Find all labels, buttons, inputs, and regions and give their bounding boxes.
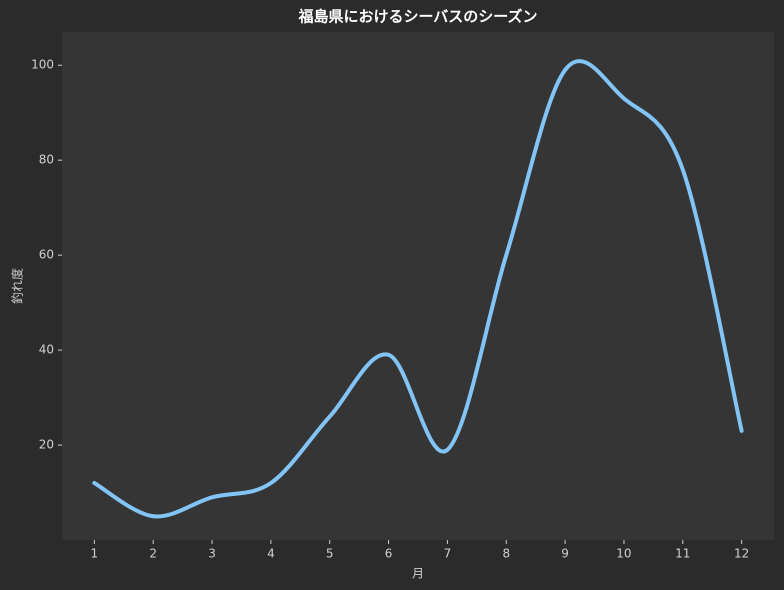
x-axis-label: 月	[412, 567, 424, 581]
plot-area	[62, 32, 774, 540]
y-tick-label: 60	[39, 248, 54, 262]
data-line	[92, 59, 744, 519]
x-tick-label: 11	[675, 547, 690, 561]
y-tick-label: 40	[39, 343, 54, 357]
x-tick-label: 4	[267, 547, 275, 561]
y-axis-label: 釣れ度	[10, 268, 25, 304]
x-tick-label: 3	[208, 547, 216, 561]
x-tick-label: 7	[444, 547, 452, 561]
x-tick-label: 10	[616, 547, 631, 561]
x-tick-label: 12	[734, 547, 749, 561]
x-tick-label: 8	[502, 547, 510, 561]
chart-title: 福島県におけるシーバスのシーズン	[297, 8, 537, 26]
x-tick-label: 9	[561, 547, 569, 561]
y-tick-label: 100	[31, 58, 54, 72]
y-tick-label: 80	[39, 153, 54, 167]
y-tick-label: 20	[39, 438, 54, 452]
x-tick-label: 5	[326, 547, 334, 561]
x-tick-label: 6	[385, 547, 393, 561]
x-tick-label: 2	[149, 547, 157, 561]
x-tick-label: 1	[91, 547, 99, 561]
